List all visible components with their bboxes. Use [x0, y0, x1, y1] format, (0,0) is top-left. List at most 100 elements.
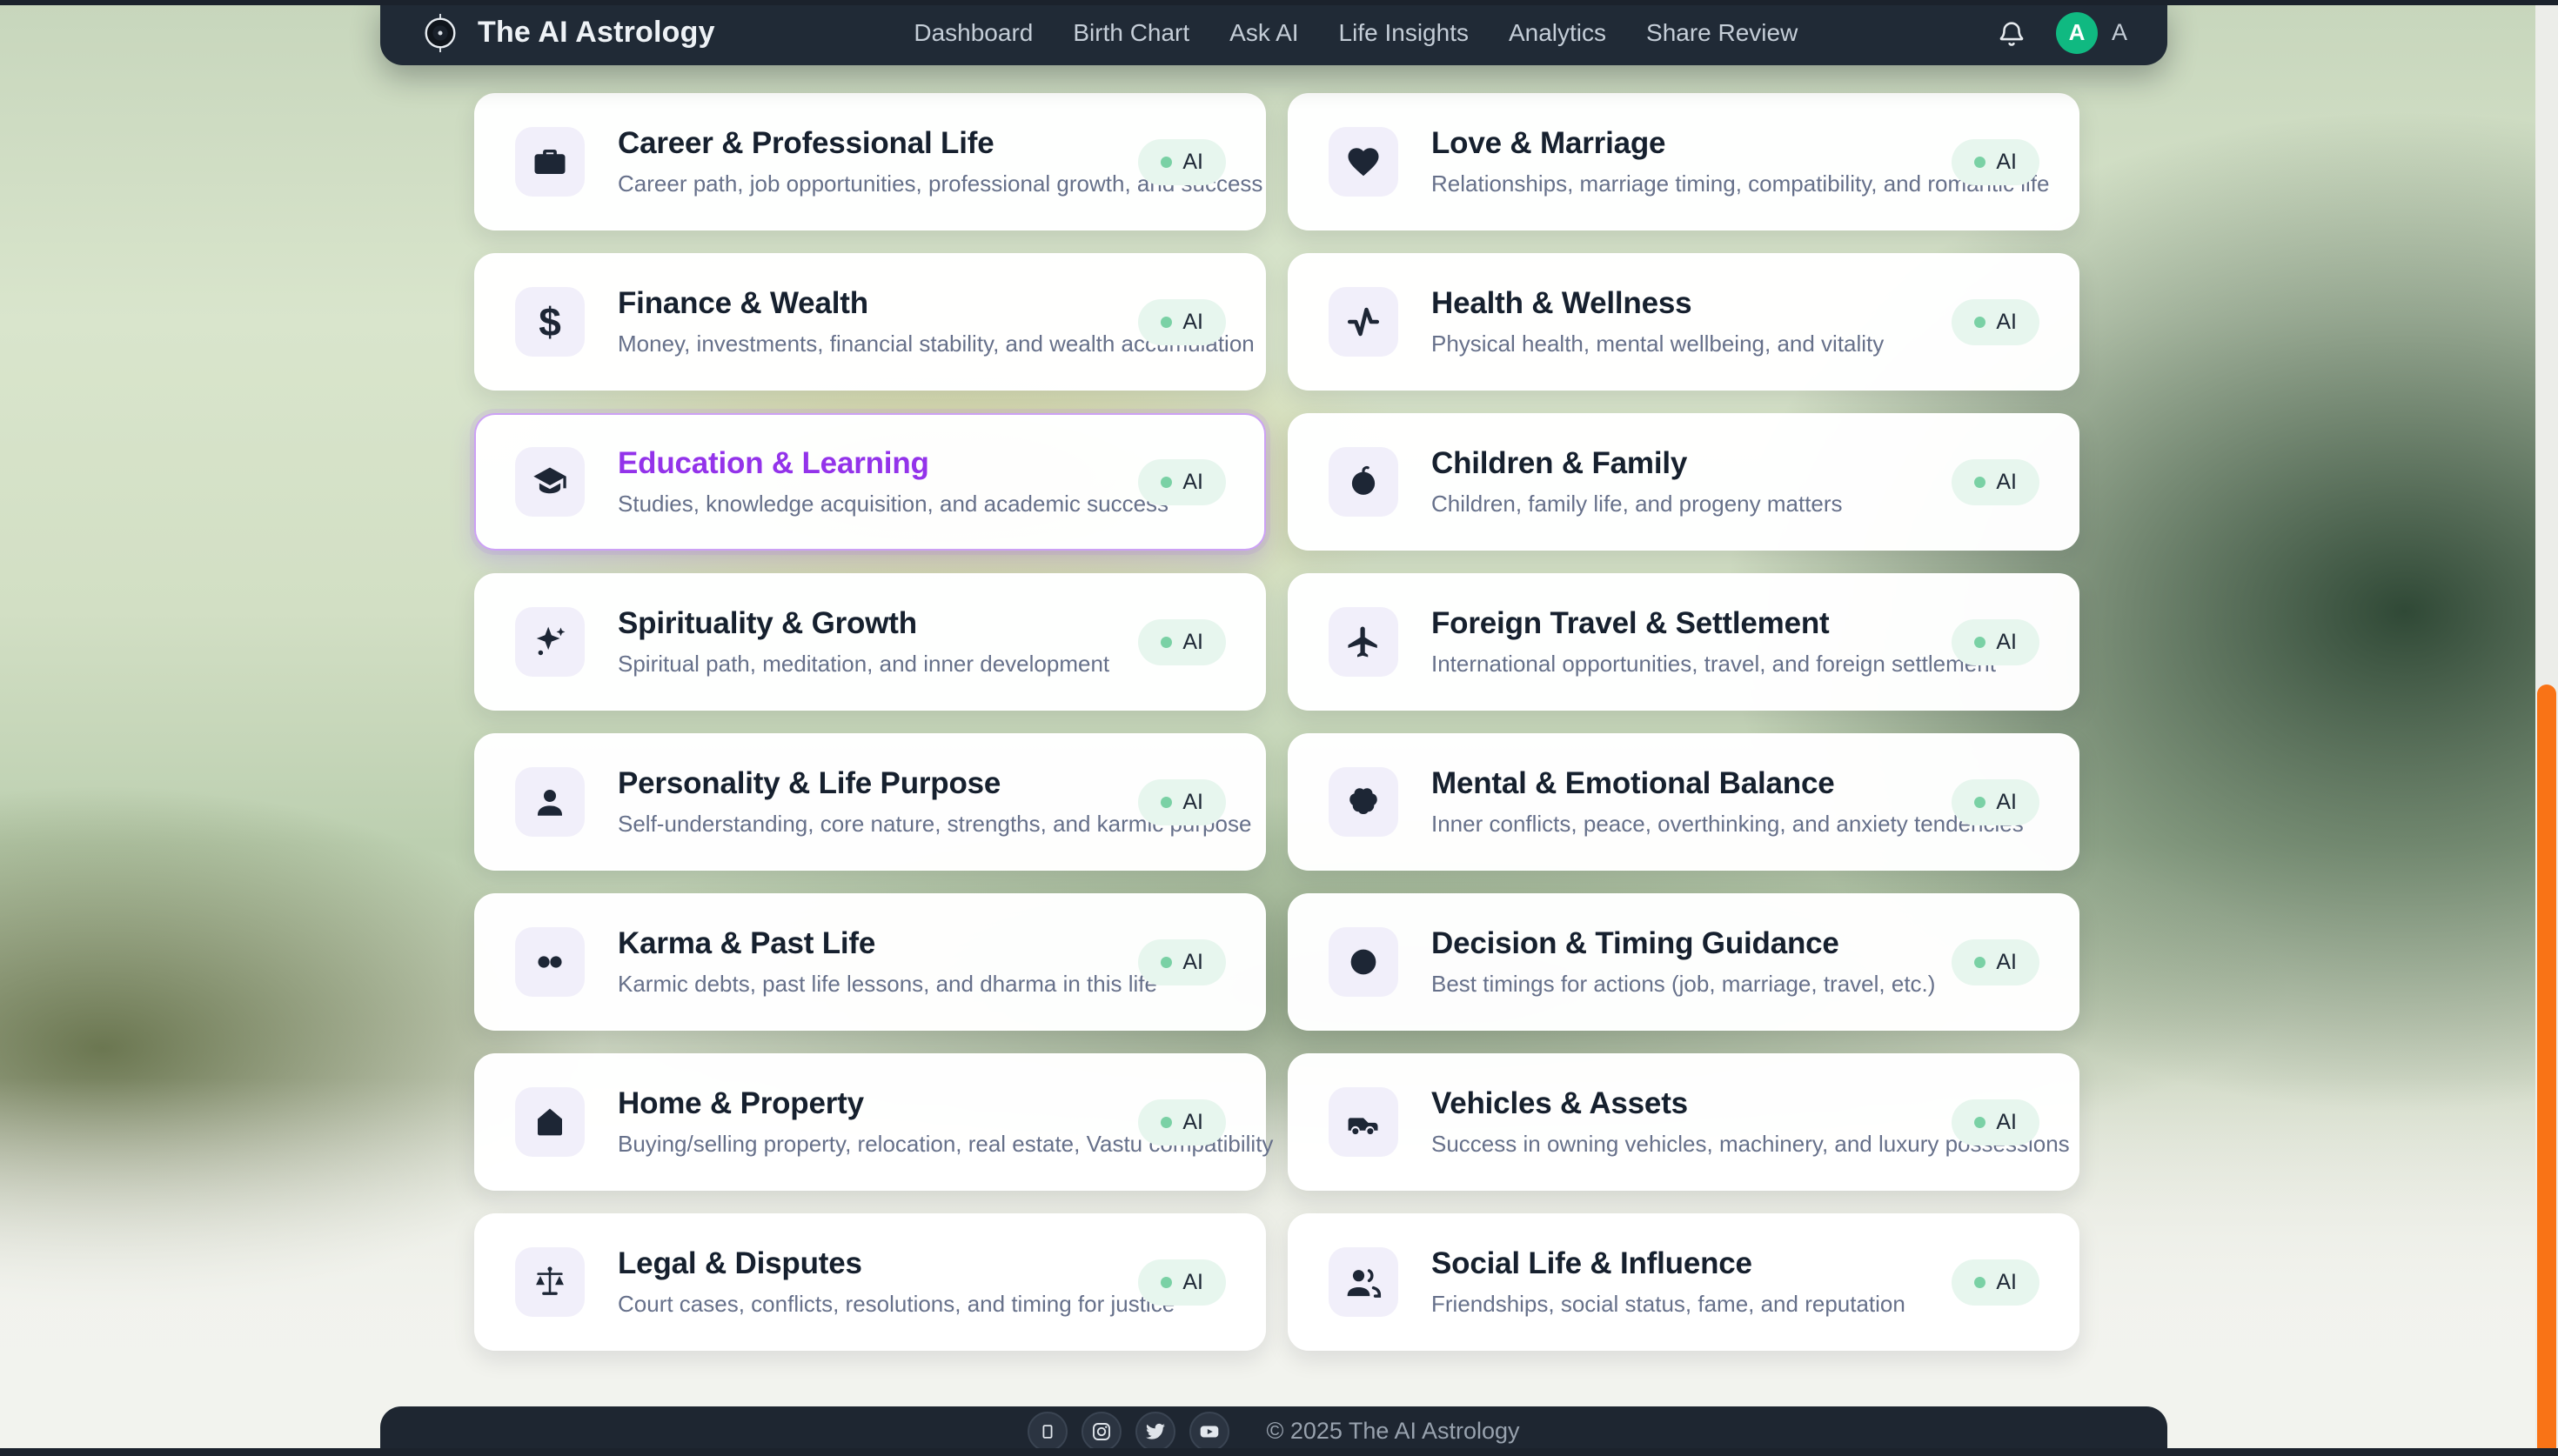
card-description: Studies, knowledge acquisition, and acad…	[618, 491, 1169, 517]
user-icon	[515, 767, 585, 837]
insight-card-children-family[interactable]: Children & Family Children, family life, …	[1288, 413, 2079, 551]
ai-badge-label: AI	[1182, 469, 1203, 494]
nav-link-life-insights[interactable]: Life Insights	[1338, 18, 1469, 46]
footer: © 2025 The AI Astrology	[380, 1406, 2167, 1456]
card-description: Best timings for actions (job, marriage,…	[1431, 971, 1936, 997]
card-text: Karma & Past Life Karmic debts, past life…	[618, 926, 1157, 998]
insight-card-love-marriage[interactable]: Love & Marriage Relationships, marriage t…	[1288, 93, 2079, 230]
bottom-edge-strip	[0, 1448, 2558, 1456]
insight-card-legal-disputes[interactable]: Legal & Disputes Court cases, conflicts, …	[474, 1213, 1266, 1351]
user-avatar[interactable]: A	[2055, 11, 2098, 54]
card-text: Home & Property Buying/selling property, …	[618, 1086, 1273, 1158]
ai-badge: AI	[1952, 1259, 2039, 1306]
navbar-right: A A	[1997, 11, 2127, 54]
card-title: Spirituality & Growth	[618, 606, 917, 640]
ai-badge-dot	[1161, 636, 1173, 648]
ai-badge-dot	[1161, 476, 1173, 488]
card-text: Decision & Timing Guidance Best timings f…	[1431, 926, 1935, 998]
nav-link-share-review[interactable]: Share Review	[1646, 18, 1798, 46]
card-title: Social Life & Influence	[1431, 1246, 1752, 1280]
card-text: Foreign Travel & Settlement International…	[1431, 606, 1996, 678]
card-description: Children, family life, and progeny matte…	[1431, 491, 1843, 517]
card-description: Relationships, marriage timing, compatib…	[1431, 170, 2050, 197]
users-icon	[1329, 1247, 1398, 1317]
card-text: Career & Professional Life Career path, j…	[618, 126, 1263, 197]
scales-icon	[515, 1247, 585, 1317]
infinity-icon	[515, 927, 585, 997]
card-title: Karma & Past Life	[618, 926, 876, 960]
notifications-bell-icon[interactable]	[1997, 18, 2026, 48]
ai-badge-dot	[1161, 156, 1173, 168]
scrollbar-track[interactable]	[2535, 0, 2558, 1456]
insight-card-foreign-travel-settlement[interactable]: Foreign Travel & Settlement International…	[1288, 573, 2079, 711]
insight-card-home-property[interactable]: Home & Property Buying/selling property, …	[474, 1053, 1273, 1191]
insight-card-education-learning[interactable]: Education & Learning Studies, knowledge a…	[474, 413, 1266, 551]
ai-badge-dot	[1161, 316, 1173, 328]
baby-icon	[1329, 447, 1398, 517]
card-title: Foreign Travel & Settlement	[1431, 606, 1830, 640]
card-title: Health & Wellness	[1431, 286, 1692, 320]
social-twitter-button[interactable]	[1135, 1411, 1176, 1452]
insight-card-social-life-influence[interactable]: Social Life & Influence Friendships, soci…	[1288, 1213, 2079, 1351]
insight-card-finance-wealth[interactable]: $ Finance & Wealth Money, investments, fin…	[474, 253, 1266, 391]
card-description: Physical health, mental wellbeing, and v…	[1431, 331, 1885, 357]
nav-link-ask-ai[interactable]: Ask AI	[1229, 18, 1299, 46]
ai-badge: AI	[1138, 1099, 1226, 1145]
heart-icon	[1329, 127, 1398, 197]
card-title: Mental & Emotional Balance	[1431, 766, 1835, 800]
ai-badge-label: AI	[1996, 789, 2017, 814]
scrollbar-thumb[interactable]	[2537, 685, 2556, 1456]
ai-badge-label: AI	[1182, 1109, 1203, 1134]
brain-icon	[1329, 767, 1398, 837]
ai-badge-label: AI	[1996, 1269, 2017, 1294]
app-brand[interactable]: The AI Astrology	[420, 13, 715, 53]
card-text: Social Life & Influence Friendships, soci…	[1431, 1246, 1905, 1318]
insight-card-vehicles-assets[interactable]: Vehicles & Assets Success in owning vehic…	[1288, 1053, 2079, 1191]
square-icon	[1038, 1422, 1057, 1441]
ai-badge-label: AI	[1996, 149, 2017, 174]
card-text: Education & Learning Studies, knowledge a…	[618, 446, 1169, 518]
ai-badge-label: AI	[1996, 949, 2017, 974]
ai-badge-label: AI	[1182, 789, 1203, 814]
insight-card-karma-past-life[interactable]: Karma & Past Life Karmic debts, past life…	[474, 893, 1266, 1031]
ai-badge: AI	[1138, 138, 1226, 185]
card-description: Self-understanding, core nature, strengt…	[618, 811, 1252, 837]
ai-badge: AI	[1952, 458, 2039, 505]
insight-card-decision-timing-guidance[interactable]: Decision & Timing Guidance Best timings f…	[1288, 893, 2079, 1031]
card-description: Career path, job opportunities, professi…	[618, 170, 1263, 197]
briefcase-icon	[515, 127, 585, 197]
user-menu[interactable]: A A	[2055, 11, 2127, 54]
card-text: Spirituality & Growth Spiritual path, med…	[618, 606, 1109, 678]
social-square-button[interactable]	[1028, 1411, 1068, 1452]
ai-badge-label: AI	[1182, 309, 1203, 334]
insight-card-career-professional-life[interactable]: Career & Professional Life Career path, j…	[474, 93, 1266, 230]
insight-card-spirituality-growth[interactable]: Spirituality & Growth Spiritual path, med…	[474, 573, 1266, 711]
nav-link-birth-chart[interactable]: Birth Chart	[1073, 18, 1190, 46]
plane-icon	[1329, 607, 1398, 677]
ai-badge-label: AI	[1996, 629, 2017, 654]
ai-badge: AI	[1952, 298, 2039, 345]
insight-card-health-wellness[interactable]: Health & Wellness Physical health, mental…	[1288, 253, 2079, 391]
copyright-text: © 2025 The AI Astrology	[1266, 1418, 1520, 1444]
social-youtube-button[interactable]	[1189, 1411, 1230, 1452]
insight-card-personality-life-purpose[interactable]: Personality & Life Purpose Self-understan…	[474, 733, 1266, 871]
ai-badge: AI	[1952, 618, 2039, 665]
insight-card-mental-emotional-balance[interactable]: Mental & Emotional Balance Inner conflict…	[1288, 733, 2079, 871]
ai-badge-label: AI	[1182, 629, 1203, 654]
ai-badge-dot	[1974, 636, 1986, 648]
card-title: Education & Learning	[618, 446, 929, 480]
ai-badge-dot	[1161, 796, 1173, 808]
nav-link-analytics[interactable]: Analytics	[1508, 18, 1607, 46]
ai-badge-label: AI	[1996, 309, 2017, 334]
card-title: Home & Property	[618, 1086, 864, 1120]
card-description: Success in owning vehicles, machinery, a…	[1431, 1131, 2070, 1157]
card-title: Finance & Wealth	[618, 286, 868, 320]
card-description: Spiritual path, meditation, and inner de…	[618, 651, 1110, 677]
social-instagram-button[interactable]	[1081, 1411, 1122, 1452]
insight-cards-grid: Career & Professional Life Career path, j…	[474, 93, 2079, 1351]
nav-link-dashboard[interactable]: Dashboard	[914, 18, 1034, 46]
social-links-row	[1028, 1411, 1230, 1452]
activity-icon	[1329, 287, 1398, 357]
card-title: Career & Professional Life	[618, 126, 994, 160]
